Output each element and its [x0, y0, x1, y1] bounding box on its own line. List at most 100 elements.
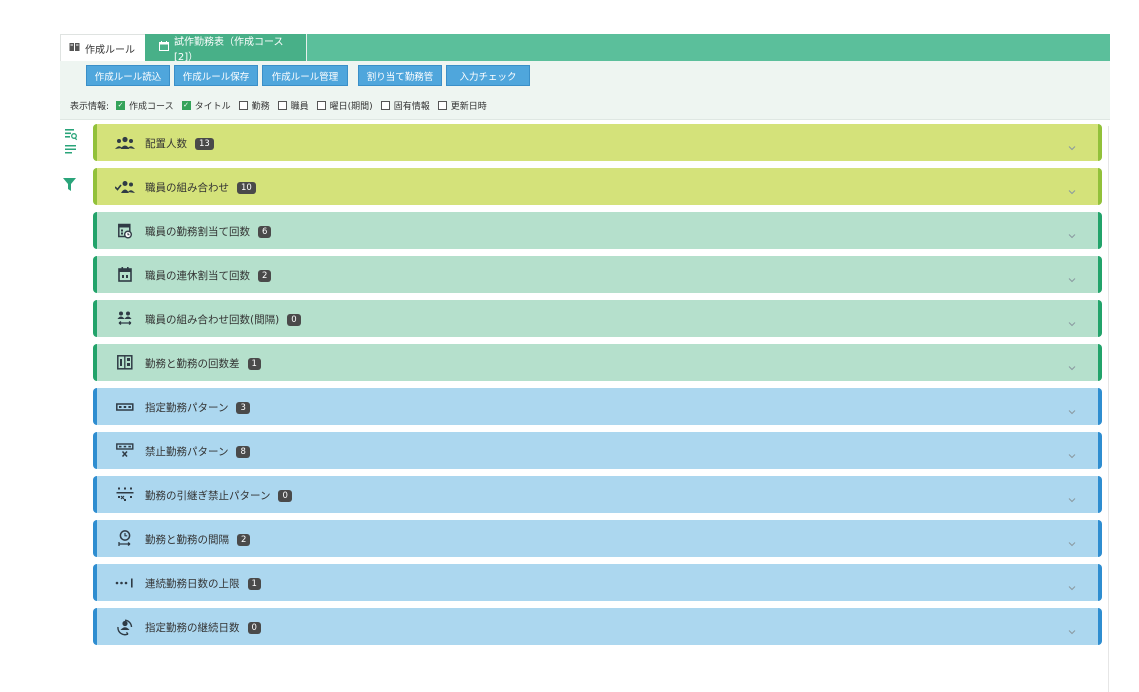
toolbar-panel: 作成ルール読込 作成ルール保存 作成ルール管理 割り当て勤務管 入力チェック 表… [60, 61, 1110, 120]
section-left-border [93, 124, 97, 161]
filter-icon[interactable] [63, 177, 77, 191]
section-right-border [1098, 564, 1102, 601]
calendar-icon [159, 41, 169, 54]
pattern-icon [114, 397, 136, 416]
section-left-border [93, 520, 97, 557]
chevron-down-icon[interactable] [1068, 181, 1076, 195]
chevron-down-icon[interactable] [1068, 445, 1076, 459]
checkbox-staff[interactable]: 職員 [277, 99, 309, 112]
section-left-border [93, 212, 97, 249]
rule-section[interactable]: 勤務と勤務の回数差 1 [93, 344, 1102, 381]
count-badge: 2 [258, 270, 272, 282]
chevron-down-icon[interactable] [1068, 533, 1076, 547]
section-left-border [93, 256, 97, 293]
tab-bar: 作成ルール 試作勤務表（作成コース[2]） [60, 34, 1110, 63]
section-title-text: 指定勤務の継続日数 [145, 622, 240, 634]
interval-clock-icon [114, 529, 136, 548]
count-badge: 13 [195, 138, 214, 150]
chevron-down-icon[interactable] [1068, 313, 1076, 327]
checkbox-label: 作成コース [129, 102, 174, 112]
calendar-icon [114, 265, 136, 284]
chevron-down-icon[interactable] [1068, 269, 1076, 283]
rule-section[interactable]: 職員の連休割当て回数 2 [93, 256, 1102, 293]
manage-rules-button[interactable]: 作成ルール管理 [262, 65, 348, 86]
rule-section[interactable]: 職員の組み合わせ回数(間隔) 0 [93, 300, 1102, 337]
check-icon: ✓ [181, 101, 191, 110]
section-title: 職員の組み合わせ 10 [145, 180, 256, 195]
chevron-down-icon[interactable] [1068, 621, 1076, 635]
rule-section[interactable]: 勤務の引継ぎ禁止パターン 0 [93, 476, 1102, 513]
section-title: 勤務と勤務の間隔 2 [145, 532, 251, 547]
count-badge: 1 [247, 358, 261, 370]
checkbox-label: 職員 [290, 102, 309, 112]
chevron-down-icon[interactable] [1068, 357, 1076, 371]
tab-creation-rules[interactable]: 作成ルール [60, 34, 145, 61]
section-right-border [1098, 212, 1102, 249]
checkbox-title[interactable]: ✓ タイトル [181, 99, 231, 112]
section-title-text: 職員の連休割当て回数 [145, 270, 250, 282]
rule-section[interactable]: 職員の組み合わせ 10 [93, 168, 1102, 205]
count-badge: 6 [258, 226, 272, 238]
unchecked-box [316, 101, 326, 110]
checkbox-unique-info[interactable]: 固有情報 [380, 99, 430, 112]
section-title: 職員の連休割当て回数 2 [145, 268, 272, 283]
rule-section[interactable]: 職員の勤務割当て回数 6 [93, 212, 1102, 249]
count-badge: 0 [247, 622, 261, 634]
display-info-row: 表示情報: ✓ 作成コース ✓ タイトル 勤務 職員 曜日(期間) 固有情報 更新日… [70, 99, 495, 112]
count-badge: 10 [237, 182, 256, 194]
tab-label: 作成ルール [85, 44, 135, 56]
continuation-icon [114, 617, 136, 636]
section-title-text: 連続勤務日数の上限 [145, 578, 240, 590]
scroll-divider [1108, 126, 1109, 692]
section-right-border [1098, 168, 1102, 205]
checkbox-weekday[interactable]: 曜日(期間) [316, 99, 373, 112]
list-lines-icon[interactable] [63, 142, 79, 158]
checkbox-label: 曜日(期間) [329, 102, 373, 112]
checkbox-duty[interactable]: 勤務 [238, 99, 270, 112]
app-frame: 作成ルール 試作勤務表（作成コース[2]） 作成ルール読込 作成ルール保存 作成… [60, 34, 1110, 692]
checkbox-label: 固有情報 [393, 102, 430, 112]
section-title-text: 勤務の引継ぎ禁止パターン [145, 490, 271, 502]
handover-forbidden-icon [114, 485, 136, 504]
section-right-border [1098, 300, 1102, 337]
tab-trial-schedule[interactable]: 試作勤務表（作成コース[2]） [145, 34, 307, 63]
forbidden-pattern-icon [114, 441, 136, 460]
rule-section[interactable]: 指定勤務の継続日数 0 [93, 608, 1102, 645]
section-right-border [1098, 388, 1102, 425]
list-search-icon[interactable] [63, 126, 79, 142]
rule-section[interactable]: 勤務と勤務の間隔 2 [93, 520, 1102, 557]
rule-section[interactable]: 禁止勤務パターン 8 [93, 432, 1102, 469]
count-diff-icon [114, 353, 136, 372]
section-title-text: 指定勤務パターン [145, 402, 229, 414]
chevron-down-icon[interactable] [1068, 225, 1076, 239]
chevron-down-icon[interactable] [1068, 577, 1076, 591]
section-left-border [93, 564, 97, 601]
display-info-label: 表示情報: [70, 102, 110, 112]
count-badge: 0 [278, 490, 292, 502]
people-group-icon [114, 133, 136, 152]
section-title-text: 職員の勤務割当て回数 [145, 226, 250, 238]
side-toolbar [63, 126, 79, 158]
section-title: 職員の勤務割当て回数 6 [145, 224, 272, 239]
checkbox-label: 勤務 [251, 102, 270, 112]
section-title-text: 勤務と勤務の回数差 [145, 358, 240, 370]
save-rules-button[interactable]: 作成ルール保存 [174, 65, 258, 86]
checkbox-updated[interactable]: 更新日時 [437, 99, 487, 112]
count-badge: 0 [287, 314, 301, 326]
section-title: 勤務と勤務の回数差 1 [145, 356, 261, 371]
checkbox-label: タイトル [194, 102, 231, 112]
input-check-button[interactable]: 入力チェック [446, 65, 530, 86]
section-right-border [1098, 608, 1102, 645]
chevron-down-icon[interactable] [1068, 401, 1076, 415]
load-rules-button[interactable]: 作成ルール読込 [86, 65, 170, 86]
chevron-down-icon[interactable] [1068, 137, 1076, 151]
rule-section[interactable]: 連続勤務日数の上限 1 [93, 564, 1102, 601]
assign-duty-button[interactable]: 割り当て勤務管 [358, 65, 442, 86]
section-left-border [93, 388, 97, 425]
rule-section[interactable]: 指定勤務パターン 3 [93, 388, 1102, 425]
section-left-border [93, 300, 97, 337]
rule-section[interactable]: 配置人数 13 [93, 124, 1102, 161]
section-title-text: 禁止勤務パターン [145, 446, 229, 458]
chevron-down-icon[interactable] [1068, 489, 1076, 503]
checkbox-course[interactable]: ✓ 作成コース [116, 99, 174, 112]
